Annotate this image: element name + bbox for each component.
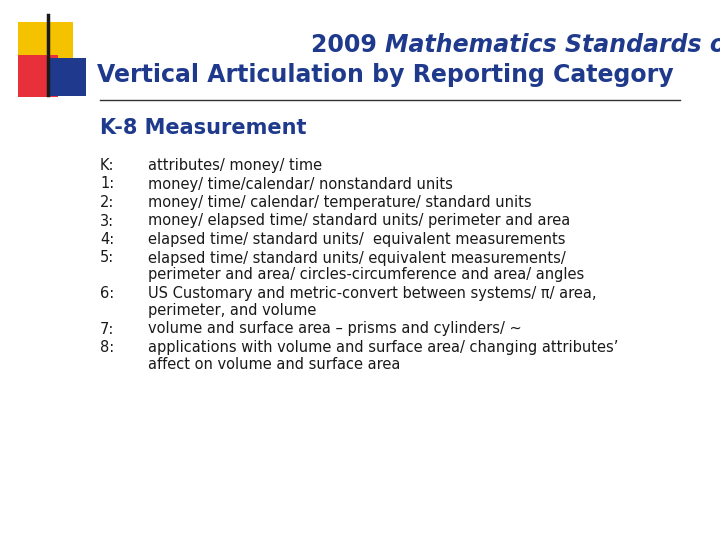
Text: 8:: 8: bbox=[100, 340, 114, 355]
Text: perimeter and area/ circles-circumference and area/ angles: perimeter and area/ circles-circumferenc… bbox=[148, 267, 584, 282]
Text: K-8 Measurement: K-8 Measurement bbox=[100, 118, 307, 138]
Text: money/ time/ calendar/ temperature/ standard units: money/ time/ calendar/ temperature/ stan… bbox=[148, 195, 531, 210]
Text: elapsed time/ standard units/  equivalent measurements: elapsed time/ standard units/ equivalent… bbox=[148, 232, 565, 247]
Text: US Customary and metric-convert between systems/ π/ area,: US Customary and metric-convert between … bbox=[148, 286, 596, 301]
Text: 6:: 6: bbox=[100, 286, 114, 301]
Text: applications with volume and surface area/ changing attributes’: applications with volume and surface are… bbox=[148, 340, 618, 355]
Text: 3:: 3: bbox=[100, 213, 114, 228]
Text: volume and surface area – prisms and cylinders/ ~: volume and surface area – prisms and cyl… bbox=[148, 321, 522, 336]
Text: 7:: 7: bbox=[100, 321, 114, 336]
Text: 5:: 5: bbox=[100, 251, 114, 266]
Text: 2009: 2009 bbox=[311, 33, 385, 57]
Text: K:: K: bbox=[100, 158, 114, 173]
Text: 2:: 2: bbox=[100, 195, 114, 210]
Text: 1:: 1: bbox=[100, 177, 114, 192]
Text: 4:: 4: bbox=[100, 232, 114, 247]
Text: elapsed time/ standard units/ equivalent measurements/: elapsed time/ standard units/ equivalent… bbox=[148, 251, 566, 266]
Text: money/ elapsed time/ standard units/ perimeter and area: money/ elapsed time/ standard units/ per… bbox=[148, 213, 570, 228]
Bar bbox=[48, 58, 86, 96]
Bar bbox=[18, 22, 73, 77]
Bar bbox=[18, 55, 58, 97]
Text: money/ time/calendar/ nonstandard units: money/ time/calendar/ nonstandard units bbox=[148, 177, 453, 192]
Text: Mathematics Standards of Learning: Mathematics Standards of Learning bbox=[385, 33, 720, 57]
Text: affect on volume and surface area: affect on volume and surface area bbox=[148, 357, 400, 372]
Text: perimeter, and volume: perimeter, and volume bbox=[148, 303, 316, 318]
Text: Vertical Articulation by Reporting Category: Vertical Articulation by Reporting Categ… bbox=[97, 63, 673, 87]
Text: attributes/ money/ time: attributes/ money/ time bbox=[148, 158, 322, 173]
